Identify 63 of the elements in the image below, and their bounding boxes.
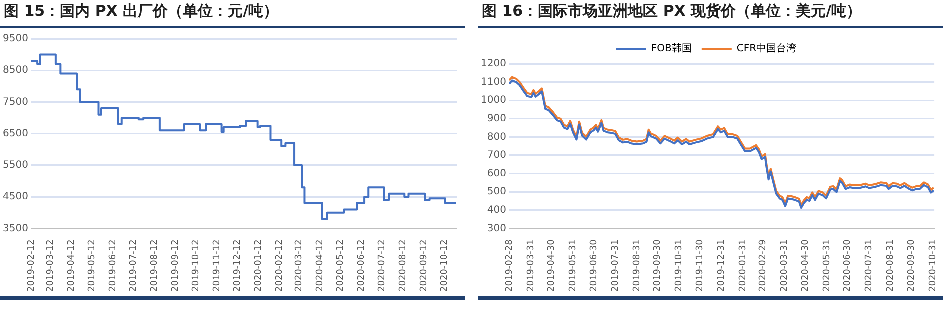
- x-tick-label: 2019-10-31: [674, 240, 685, 292]
- x-tick-label: 2020-10-31: [928, 240, 939, 292]
- x-tick-label: 2020-04-30: [800, 239, 811, 292]
- x-tick-label: 2019-04-12: [66, 240, 77, 292]
- x-tick-label: 2020-07-12: [378, 240, 388, 292]
- legend-label: CFR中国台湾: [736, 42, 797, 55]
- y-tick-label: 500: [487, 186, 506, 198]
- x-tick-label: 2020-02-12: [274, 240, 285, 292]
- x-tick-label: 2019-05-31: [568, 240, 579, 292]
- x-tick-label: 2019-06-30: [589, 239, 600, 292]
- y-tick-label: 9500: [2, 34, 28, 45]
- x-tick-label: 2020-05-12: [336, 240, 346, 292]
- y-tick-label: 300: [487, 223, 506, 234]
- y-tick-label: 8500: [2, 65, 28, 76]
- x-tick-label: 2019-11-12: [212, 240, 222, 292]
- x-tick-label: 2020-01-12: [254, 240, 264, 292]
- x-tick-label: 2019-09-12: [170, 240, 181, 292]
- x-tick-label: 2019-07-12: [128, 240, 139, 292]
- x-tick-label: 2019-07-31: [610, 240, 621, 292]
- x-tick-label: 2019-02-28: [504, 239, 515, 292]
- y-tick-label: 4500: [2, 192, 28, 203]
- x-tick-label: 2020-09-12: [420, 240, 430, 292]
- x-tick-label: 2019-03-12: [46, 240, 56, 292]
- x-tick-label: 2019-02-12: [26, 240, 37, 292]
- x-tick-label: 2020-03-12: [294, 240, 305, 292]
- y-tick-label: 1100: [480, 76, 506, 88]
- y-tick-label: 700: [487, 150, 506, 162]
- x-tick-label: 2020-04-12: [316, 240, 326, 292]
- x-tick-label: 2019-10-12: [191, 240, 202, 292]
- chart-title: 图 15：国内 PX 出厂价（单位：元/吨）: [4, 2, 279, 21]
- x-tick-label: 2019-05-12: [87, 240, 98, 292]
- x-tick-label: 2019-03-31: [526, 240, 536, 292]
- x-tick-label: 2020-09-30: [907, 239, 918, 292]
- x-tick-label: 2019-08-31: [632, 240, 642, 292]
- x-tick-label: 2019-11-30: [696, 239, 706, 292]
- y-tick-label: 3500: [2, 223, 28, 234]
- x-tick-label: 2020-05-31: [822, 240, 832, 292]
- x-tick-label: 2020-06-30: [843, 239, 854, 292]
- y-tick-label: 600: [487, 168, 506, 180]
- x-tick-label: 2020-10-12: [440, 240, 450, 292]
- x-tick-label: 2020-06-12: [357, 240, 368, 292]
- y-tick-label: 1000: [480, 95, 506, 106]
- x-tick-label: 2019-12-31: [716, 240, 727, 292]
- y-tick-label: 900: [487, 113, 506, 124]
- x-tick-label: 2020-01-31: [738, 240, 748, 292]
- x-tick-label: 2019-04-30: [547, 239, 558, 292]
- x-tick-label: 2019-12-12: [232, 240, 243, 292]
- x-tick-label: 2019-09-30: [653, 239, 664, 292]
- y-tick-label: 800: [487, 132, 506, 143]
- x-tick-label: 2020-07-31: [864, 240, 875, 292]
- y-tick-label: 7500: [2, 96, 28, 108]
- y-tick-label: 6500: [2, 128, 28, 140]
- x-tick-label: 2019-06-12: [108, 240, 118, 292]
- x-tick-label: 2020-08-12: [398, 240, 409, 292]
- x-tick-label: 2020-03-31: [780, 240, 790, 292]
- chart-title: 图 16：国际市场亚洲地区 PX 现货价（单位：美元/吨）: [482, 2, 862, 21]
- y-tick-label: 5500: [2, 160, 28, 172]
- y-tick-label: 400: [487, 204, 506, 216]
- x-tick-label: 2019-08-12: [150, 240, 160, 292]
- legend-label: FOB韩国: [651, 42, 692, 55]
- x-tick-label: 2020-02-29: [758, 239, 769, 292]
- y-tick-label: 1200: [480, 58, 506, 70]
- x-tick-label: 2020-08-31: [886, 240, 896, 292]
